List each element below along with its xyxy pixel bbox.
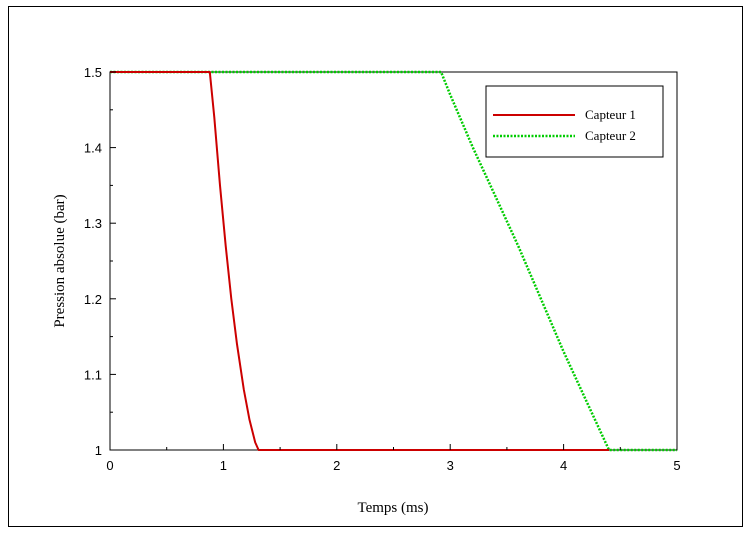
- legend-box: [485, 85, 664, 158]
- x-tick-label-5: 5: [673, 458, 680, 473]
- y-axis-ticks: 1 1.1 1.2 1.3 1.4 1.5: [84, 65, 116, 458]
- x-axis-title: Temps (ms): [357, 500, 428, 516]
- legend-label-1: Capteur 1: [585, 107, 636, 122]
- x-tick-label-0: 0: [106, 458, 113, 473]
- y-tick-label-4: 1.4: [84, 141, 102, 156]
- y-tick-label-2: 1.2: [84, 292, 102, 307]
- y-tick-label-0: 1: [95, 443, 102, 458]
- x-tick-label-3: 3: [447, 458, 454, 473]
- x-axis-ticks: 0 1 2 3 4 5: [106, 444, 681, 473]
- x-tick-label-4: 4: [560, 458, 567, 473]
- legend-label-2: Capteur 2: [585, 128, 636, 143]
- x-tick-label-1: 1: [220, 458, 227, 473]
- series-layer: [110, 70, 677, 452]
- x-tick-label-2: 2: [333, 458, 340, 473]
- y-tick-label-5: 1.5: [84, 65, 102, 80]
- series-line-2: [110, 70, 677, 452]
- y-tick-label-3: 1.3: [84, 216, 102, 231]
- y-tick-label-1: 1.1: [84, 367, 102, 382]
- y-axis-title: Pression absolue (bar): [52, 194, 68, 327]
- legend: Capteur 1 Capteur 2: [485, 85, 664, 158]
- series-line-1: [110, 71, 609, 451]
